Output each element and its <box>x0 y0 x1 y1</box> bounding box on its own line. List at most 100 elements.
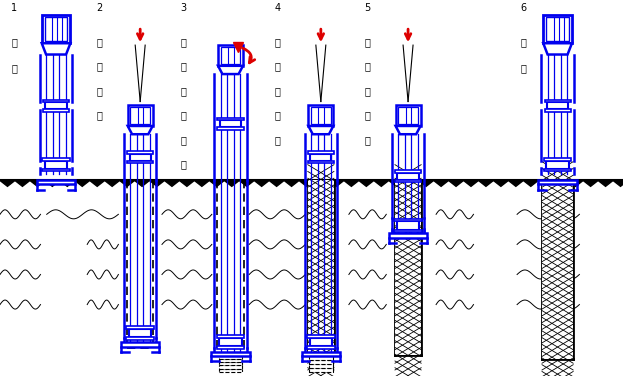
Polygon shape <box>583 180 598 186</box>
Bar <box>130 107 150 124</box>
Bar <box>121 342 159 347</box>
Bar <box>220 120 241 127</box>
Polygon shape <box>464 180 478 186</box>
Polygon shape <box>194 180 209 186</box>
Bar <box>42 15 70 43</box>
Bar <box>302 352 340 356</box>
Bar <box>42 158 70 161</box>
Text: 4: 4 <box>274 3 280 13</box>
Text: 深: 深 <box>97 62 102 71</box>
Polygon shape <box>329 180 344 186</box>
Bar <box>219 365 242 369</box>
Bar <box>42 169 70 171</box>
Polygon shape <box>269 180 284 186</box>
Polygon shape <box>254 180 269 186</box>
Polygon shape <box>493 180 508 186</box>
Polygon shape <box>553 180 568 186</box>
Polygon shape <box>434 180 449 186</box>
Polygon shape <box>209 180 224 186</box>
Polygon shape <box>523 180 538 186</box>
Polygon shape <box>543 43 572 55</box>
Bar <box>308 105 333 126</box>
Bar <box>128 105 153 126</box>
Bar <box>219 338 242 346</box>
Text: 升: 升 <box>364 135 370 145</box>
Bar <box>398 107 418 124</box>
Bar <box>221 47 240 64</box>
Text: 层: 层 <box>274 86 280 96</box>
Bar <box>45 161 67 169</box>
Bar <box>547 102 568 109</box>
Polygon shape <box>128 126 153 134</box>
Bar <box>217 346 244 349</box>
Bar <box>543 15 572 43</box>
Bar <box>546 161 569 169</box>
Polygon shape <box>105 180 120 186</box>
Text: 5: 5 <box>364 3 371 13</box>
Polygon shape <box>150 180 164 186</box>
Polygon shape <box>308 126 333 134</box>
Bar <box>308 161 334 164</box>
Bar <box>218 45 243 66</box>
Polygon shape <box>239 180 254 186</box>
Polygon shape <box>60 180 75 186</box>
Polygon shape <box>30 180 45 186</box>
Text: 重: 重 <box>364 37 370 47</box>
Text: 重: 重 <box>274 37 280 47</box>
Bar <box>211 352 250 356</box>
Polygon shape <box>179 180 194 186</box>
Text: 转: 转 <box>181 62 186 71</box>
Polygon shape <box>164 180 179 186</box>
Bar <box>45 102 67 109</box>
Text: 位: 位 <box>11 64 17 73</box>
Bar <box>308 180 334 355</box>
Bar <box>43 109 69 112</box>
Bar <box>311 107 331 124</box>
Bar <box>389 233 427 238</box>
Bar <box>309 359 333 364</box>
Text: 上: 上 <box>181 135 186 145</box>
Bar <box>217 335 244 338</box>
Bar <box>43 100 69 102</box>
Text: 升: 升 <box>181 159 186 169</box>
Polygon shape <box>374 180 389 186</box>
Text: 下: 下 <box>97 86 102 96</box>
Polygon shape <box>42 43 70 55</box>
Bar <box>545 109 571 112</box>
Bar <box>394 219 422 221</box>
Polygon shape <box>449 180 464 186</box>
Polygon shape <box>613 180 623 186</box>
Text: 层: 层 <box>364 86 370 96</box>
Bar <box>309 364 333 368</box>
Bar <box>217 127 244 129</box>
Text: 复: 复 <box>364 62 370 71</box>
Text: 复: 复 <box>274 62 280 71</box>
Polygon shape <box>508 180 523 186</box>
Polygon shape <box>224 180 239 186</box>
Polygon shape <box>90 180 105 186</box>
Text: 完: 完 <box>520 37 526 47</box>
Bar <box>307 346 335 349</box>
Bar <box>127 152 153 154</box>
Text: 反: 反 <box>181 37 186 47</box>
Text: 1: 1 <box>11 3 17 13</box>
Bar <box>544 158 571 161</box>
Text: 沉: 沉 <box>97 111 102 120</box>
Text: 6: 6 <box>520 3 526 13</box>
Bar <box>219 359 242 362</box>
Bar <box>309 355 333 359</box>
Bar <box>395 180 421 182</box>
Bar <box>307 335 335 338</box>
Bar <box>397 221 419 230</box>
Bar <box>397 173 419 180</box>
Polygon shape <box>419 180 434 186</box>
Polygon shape <box>478 180 493 186</box>
Text: 3: 3 <box>181 3 187 13</box>
Text: 2: 2 <box>97 3 103 13</box>
Text: 成: 成 <box>520 64 526 73</box>
Text: 定: 定 <box>11 37 17 47</box>
Bar <box>310 154 331 161</box>
Text: 深: 深 <box>181 86 186 96</box>
Polygon shape <box>359 180 374 186</box>
Bar <box>546 17 569 41</box>
